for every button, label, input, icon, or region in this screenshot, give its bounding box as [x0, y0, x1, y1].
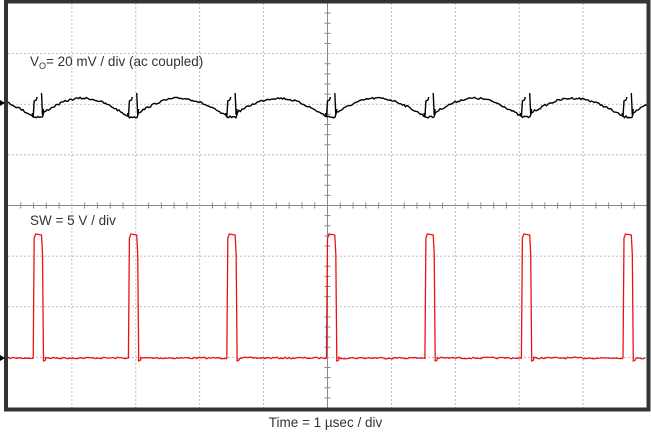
vo-ground-marker: [0, 100, 5, 106]
grid: [8, 3, 647, 408]
vo-trace: [7, 92, 648, 119]
vo-subscript: O: [39, 61, 47, 71]
vo-symbol: V: [30, 54, 40, 69]
center-axis-ticks: [20, 12, 635, 399]
plot-frame: [4, 0, 651, 412]
time-scale-label: Time = 1 µsec / div: [268, 415, 383, 430]
vo-scale-label: VO= 20 mV / div (ac coupled): [30, 54, 204, 71]
vo-scale-text: = 20 mV / div (ac coupled): [46, 54, 204, 69]
sw-scale-label: SW = 5 V / div: [30, 213, 116, 228]
sw-ground-marker: [0, 355, 5, 361]
sw-trace: [7, 233, 646, 363]
